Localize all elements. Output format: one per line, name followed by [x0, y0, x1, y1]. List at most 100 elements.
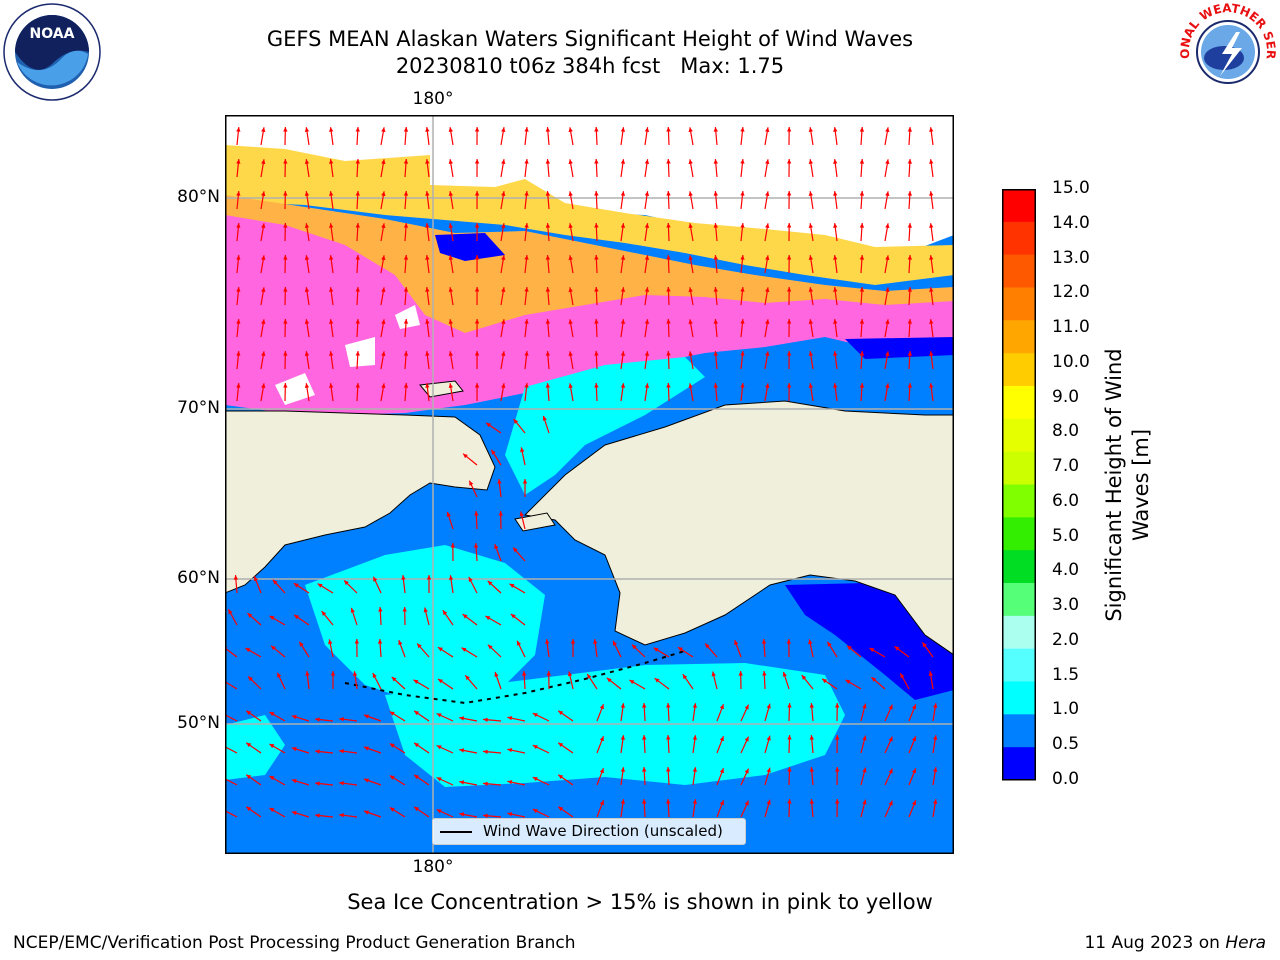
wave-direction-arrowhead	[692, 735, 697, 740]
footer-date: 11 Aug 2023 on	[1084, 933, 1226, 953]
wave-direction-arrowhead	[339, 781, 344, 786]
wave-direction-arrowhead	[933, 799, 938, 804]
colorbar-cell	[1002, 648, 1036, 682]
colorbar-tick-label: 6.0	[1052, 490, 1080, 511]
wave-direction-arrowhead	[568, 127, 573, 133]
wave-direction-arrowhead	[513, 419, 519, 424]
wave-direction-arrowhead	[644, 351, 650, 356]
colorbar-cell	[1002, 550, 1036, 584]
wave-direction-arrowhead	[355, 191, 360, 196]
wave-direction-arrowhead	[642, 799, 647, 804]
wave-direction-arrowhead	[403, 191, 409, 196]
wave-direction-arrowhead	[599, 704, 604, 710]
wave-direction-arrowhead	[740, 287, 745, 292]
wave-direction-arrowhead	[448, 351, 453, 356]
wave-direction-arrowhead	[283, 223, 288, 228]
wave-direction-arrowhead	[329, 223, 334, 228]
wave-direction-arrowhead	[246, 774, 252, 780]
wave-direction-arrowhead	[448, 383, 453, 388]
wave-direction-arrowhead	[734, 640, 739, 646]
wave-direction-arrowhead	[761, 639, 767, 644]
wave-direction-arrowhead	[329, 287, 334, 292]
wave-direction-arrowhead	[329, 159, 334, 164]
wave-direction-arrowhead	[808, 255, 813, 260]
wave-direction-arrowhead	[545, 287, 551, 292]
colorbar-cell	[1002, 221, 1036, 256]
lat-label-80: 80°N	[177, 187, 220, 207]
wave-direction-arrowhead	[373, 576, 378, 582]
wave-direction-arrowhead	[888, 768, 893, 774]
colorbar-tick-label: 3.0	[1052, 595, 1080, 616]
wave-direction-arrow	[225, 810, 238, 818]
wave-direction-arrowhead	[744, 704, 749, 710]
wave-direction-arrowhead	[692, 703, 697, 708]
wave-direction-arrowhead	[620, 767, 625, 772]
wave-direction-arrowhead	[423, 607, 428, 613]
wave-direction-arrowhead	[688, 383, 693, 389]
wave-direction-arrowhead	[620, 287, 626, 292]
wave-direction-arrowhead	[744, 736, 749, 742]
colorbar-cell	[1002, 418, 1036, 453]
wave-direction-arrowhead	[494, 672, 499, 677]
lon-label-top: 180°	[412, 89, 454, 109]
wave-direction-arrowhead	[654, 678, 660, 683]
wave-direction-arrowhead	[459, 716, 465, 721]
colorbar-tick-label: 15.0	[1052, 178, 1090, 198]
wave-direction-arrowhead	[381, 127, 386, 133]
wave-direction-arrowhead	[885, 255, 890, 261]
wave-direction-arrowhead	[352, 671, 358, 676]
wave-direction-arrowhead	[403, 383, 409, 388]
wave-direction-arrowhead	[355, 127, 360, 132]
wave-direction-arrowhead	[594, 383, 599, 388]
wave-direction-arrowhead	[787, 127, 792, 132]
wave-direction-arrowhead	[524, 383, 529, 388]
wave-direction-arrowhead	[688, 127, 693, 133]
wave-direction-arrowhead	[929, 255, 934, 260]
wave-direction-arrowhead	[765, 127, 770, 133]
wave-direction-arrowhead	[261, 223, 266, 229]
nws-logo: NATIONAL WEATHER SERVICE	[1178, 2, 1278, 99]
wave-direction-arrowhead	[765, 159, 770, 165]
wave-direction-arrowhead	[765, 223, 770, 229]
wave-direction-arrowhead	[304, 319, 310, 324]
wave-direction-arrowhead	[885, 319, 890, 325]
wave-direction-arrowhead	[315, 717, 320, 722]
wave-direction-arrowhead	[507, 716, 513, 721]
colorbar-tick-label: 4.0	[1052, 560, 1080, 581]
wave-direction-arrowhead	[261, 287, 266, 293]
wave-direction-arrowhead	[328, 639, 333, 645]
wave-direction-arrowhead	[269, 615, 275, 620]
wave-direction-arrowhead	[933, 703, 938, 708]
wave-direction-arrowhead	[413, 679, 419, 684]
wave-direction-arrowhead	[261, 319, 266, 325]
wave-direction-arrowhead	[355, 159, 360, 164]
wave-direction-arrowhead	[487, 644, 493, 650]
wave-direction-arrowhead	[827, 641, 832, 647]
wave-direction-arrowhead	[558, 774, 564, 780]
wave-direction-arrowhead	[912, 800, 916, 806]
wave-direction-arrowhead	[491, 449, 496, 455]
colorbar-cell	[1002, 714, 1036, 748]
wave-direction-arrowhead	[859, 319, 865, 324]
wave-direction-arrowhead	[372, 673, 377, 678]
wave-direction-arrowhead	[283, 351, 288, 356]
wave-direction-arrowhead	[355, 287, 360, 292]
wave-direction-arrowhead	[377, 639, 383, 644]
wave-direction-arrowhead	[809, 799, 814, 804]
wave-direction-arrowhead	[469, 480, 474, 486]
wave-direction-arrowhead	[448, 191, 453, 196]
wave-direction-arrowhead	[568, 191, 573, 197]
title-line-2: 20230810 t06z 384h fcst Max: 1.75	[395, 54, 785, 78]
wave-direction-arrowhead	[620, 223, 626, 228]
wave-direction-arrowhead	[933, 767, 938, 772]
wave-direction-arrowhead	[666, 319, 671, 324]
wave-direction-arrowhead	[835, 799, 840, 804]
wave-direction-arrowhead	[765, 383, 770, 389]
wave-direction-arrowhead	[403, 351, 409, 356]
wave-direction-arrowhead	[483, 717, 488, 722]
wave-direction-arrowhead	[787, 799, 792, 804]
wave-direction-arrowhead	[912, 704, 916, 710]
wave-direction-arrowhead	[787, 223, 792, 228]
wave-direction-arrowhead	[381, 191, 386, 197]
wave-direction-arrowhead	[291, 747, 297, 752]
